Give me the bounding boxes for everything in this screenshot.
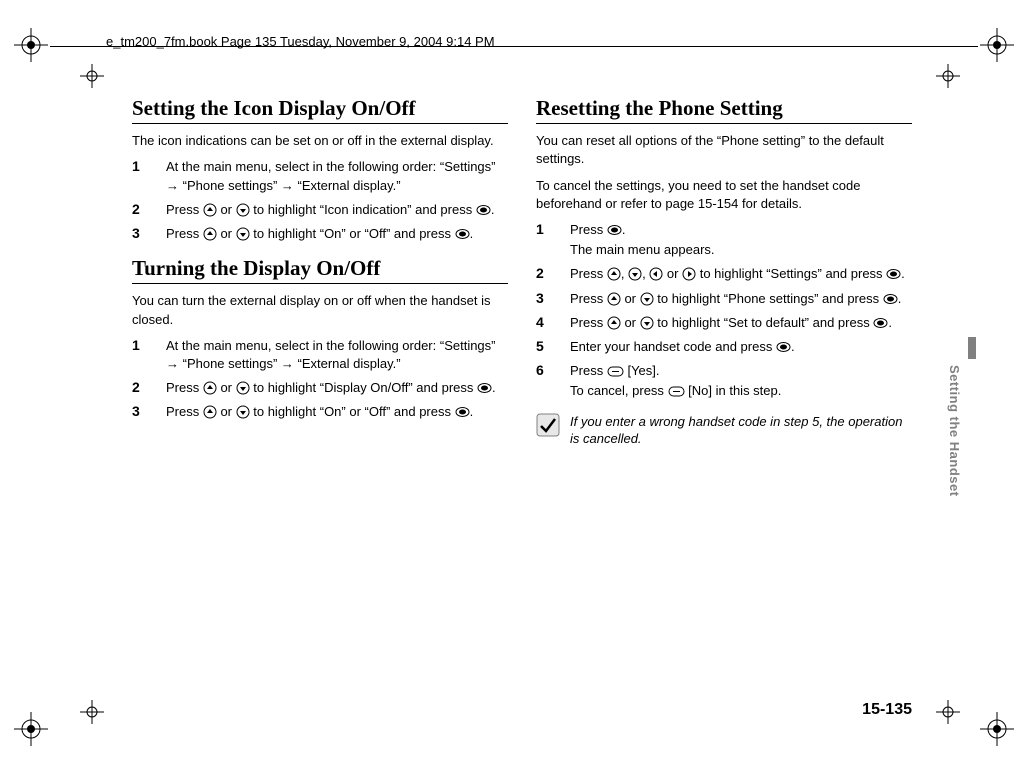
side-tab-label: Setting the Handset (946, 365, 962, 497)
down-key-icon (640, 316, 654, 330)
up-key-icon (607, 292, 621, 306)
down-key-icon (640, 292, 654, 306)
right-column: Resetting the Phone Setting You can reset… (536, 95, 912, 448)
step-body: Press .The main menu appears. (570, 221, 912, 259)
crop-mark-icon (14, 28, 48, 62)
section-intro: The icon indications can be set on or of… (132, 132, 508, 150)
step-number: 1 (132, 158, 166, 194)
up-key-icon (203, 227, 217, 241)
step-item: 3Press or to highlight “On” or “Off” and… (132, 403, 508, 421)
softkey-icon (607, 366, 624, 377)
content-area: Setting the Icon Display On/Off The icon … (132, 95, 912, 448)
step-list: 1Press .The main menu appears.2Press , ,… (536, 221, 912, 401)
step-number: 3 (132, 225, 166, 243)
ok-key-icon (883, 293, 898, 305)
page-number: 15-135 (862, 701, 912, 719)
down-key-icon (628, 267, 642, 281)
side-tab-marker (968, 337, 976, 359)
down-key-icon (236, 405, 250, 419)
step-body: Press or to highlight “Phone settings” a… (570, 290, 912, 308)
step-body: Press , , or to highlight “Settings” and… (570, 265, 912, 283)
step-sub: To cancel, press [No] in this step. (570, 382, 912, 400)
ok-key-icon (776, 341, 791, 353)
ok-key-icon (477, 382, 492, 394)
ok-key-icon (455, 406, 470, 418)
section-heading: Resetting the Phone Setting (536, 95, 912, 124)
crop-mark-icon (980, 28, 1014, 62)
step-item: 2Press or to highlight “Display On/Off” … (132, 379, 508, 397)
up-key-icon (203, 381, 217, 395)
crop-mark-icon (14, 712, 48, 746)
step-body: At the main menu, select in the followin… (166, 337, 508, 373)
step-item: 1Press .The main menu appears. (536, 221, 912, 259)
ok-key-icon (873, 317, 888, 329)
step-list: 1At the main menu, select in the followi… (132, 337, 508, 422)
section-intro: You can turn the external display on or … (132, 292, 508, 328)
down-key-icon (236, 227, 250, 241)
up-key-icon (203, 405, 217, 419)
registration-mark-icon (80, 700, 104, 724)
step-item: 1At the main menu, select in the followi… (132, 158, 508, 194)
step-body: Press or to highlight “Set to default” a… (570, 314, 912, 332)
step-number: 3 (536, 290, 570, 308)
checkmark-note-icon (536, 413, 560, 437)
step-item: 2Press , , or to highlight “Settings” an… (536, 265, 912, 283)
left-column: Setting the Icon Display On/Off The icon … (132, 95, 508, 448)
left-key-icon (649, 267, 663, 281)
step-number: 2 (132, 379, 166, 397)
step-body: Enter your handset code and press . (570, 338, 912, 356)
step-body: Press or to highlight “Display On/Off” a… (166, 379, 508, 397)
ok-key-icon (455, 228, 470, 240)
ok-key-icon (607, 224, 622, 236)
step-list: 1At the main menu, select in the followi… (132, 158, 508, 243)
down-key-icon (236, 203, 250, 217)
registration-mark-icon (936, 64, 960, 88)
section-intro: You can reset all options of the “Phone … (536, 132, 912, 168)
step-item: 4Press or to highlight “Set to default” … (536, 314, 912, 332)
up-key-icon (203, 203, 217, 217)
step-body: Press or to highlight “On” or “Off” and … (166, 225, 508, 243)
registration-mark-icon (80, 64, 104, 88)
step-number: 6 (536, 362, 570, 400)
note-text: If you enter a wrong handset code in ste… (570, 413, 912, 448)
step-number: 5 (536, 338, 570, 356)
crop-mark-icon (980, 712, 1014, 746)
softkey-icon (668, 386, 685, 397)
step-item: 6Press [Yes].To cancel, press [No] in th… (536, 362, 912, 400)
registration-mark-icon (936, 700, 960, 724)
step-body: At the main menu, select in the followin… (166, 158, 508, 194)
step-number: 2 (132, 201, 166, 219)
section-intro: To cancel the settings, you need to set … (536, 177, 912, 213)
step-number: 2 (536, 265, 570, 283)
step-number: 4 (536, 314, 570, 332)
down-key-icon (236, 381, 250, 395)
ok-key-icon (476, 204, 491, 216)
ok-key-icon (886, 268, 901, 280)
step-number: 1 (132, 337, 166, 373)
step-item: 3Press or to highlight “Phone settings” … (536, 290, 912, 308)
up-key-icon (607, 316, 621, 330)
step-number: 1 (536, 221, 570, 259)
right-key-icon (682, 267, 696, 281)
section-heading: Setting the Icon Display On/Off (132, 95, 508, 124)
page-header-line: e_tm200_7fm.book Page 135 Tuesday, Novem… (106, 34, 495, 49)
step-body: Press or to highlight “On” or “Off” and … (166, 403, 508, 421)
step-number: 3 (132, 403, 166, 421)
step-body: Press or to highlight “Icon indication” … (166, 201, 508, 219)
section-heading: Turning the Display On/Off (132, 255, 508, 284)
step-body: Press [Yes].To cancel, press [No] in thi… (570, 362, 912, 400)
note-box: If you enter a wrong handset code in ste… (536, 413, 912, 448)
step-item: 2Press or to highlight “Icon indication”… (132, 201, 508, 219)
up-key-icon (607, 267, 621, 281)
step-item: 5Enter your handset code and press . (536, 338, 912, 356)
step-sub: The main menu appears. (570, 241, 912, 259)
step-item: 3Press or to highlight “On” or “Off” and… (132, 225, 508, 243)
step-item: 1At the main menu, select in the followi… (132, 337, 508, 373)
